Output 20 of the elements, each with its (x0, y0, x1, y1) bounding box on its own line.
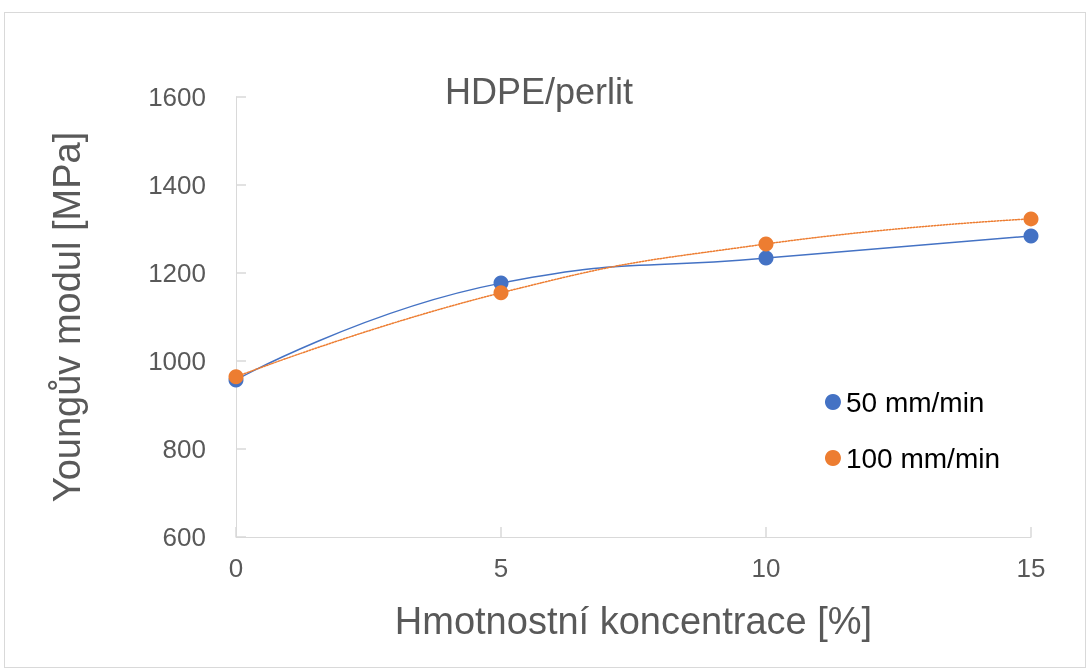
point (758, 236, 774, 252)
point (1023, 211, 1039, 227)
point (493, 285, 509, 301)
legend-label: 50 mm/min (845, 386, 985, 418)
y-tick-label: 800 (162, 434, 206, 464)
x-tick-label: 15 (1016, 553, 1046, 583)
x-tick-label: 5 (493, 553, 509, 583)
point (758, 250, 774, 266)
point (1023, 228, 1039, 244)
y-tick-label: 600 (162, 522, 206, 552)
chart-title: HDPE/perlit (445, 70, 634, 112)
y-tick-label: 1200 (148, 258, 206, 288)
x-axis-title: Hmotnostní koncentrace [%] (394, 600, 873, 642)
y-tick-label: 1000 (148, 346, 206, 376)
y-axis-title: Youngův modul [MPa] (46, 131, 88, 503)
y-tick-label: 1600 (148, 82, 206, 112)
y-tick-label: 1400 (148, 170, 206, 200)
x-tick-label: 10 (751, 553, 781, 583)
legend-label: 100 mm/min (845, 442, 1001, 474)
x-tick-label: 0 (228, 553, 244, 583)
